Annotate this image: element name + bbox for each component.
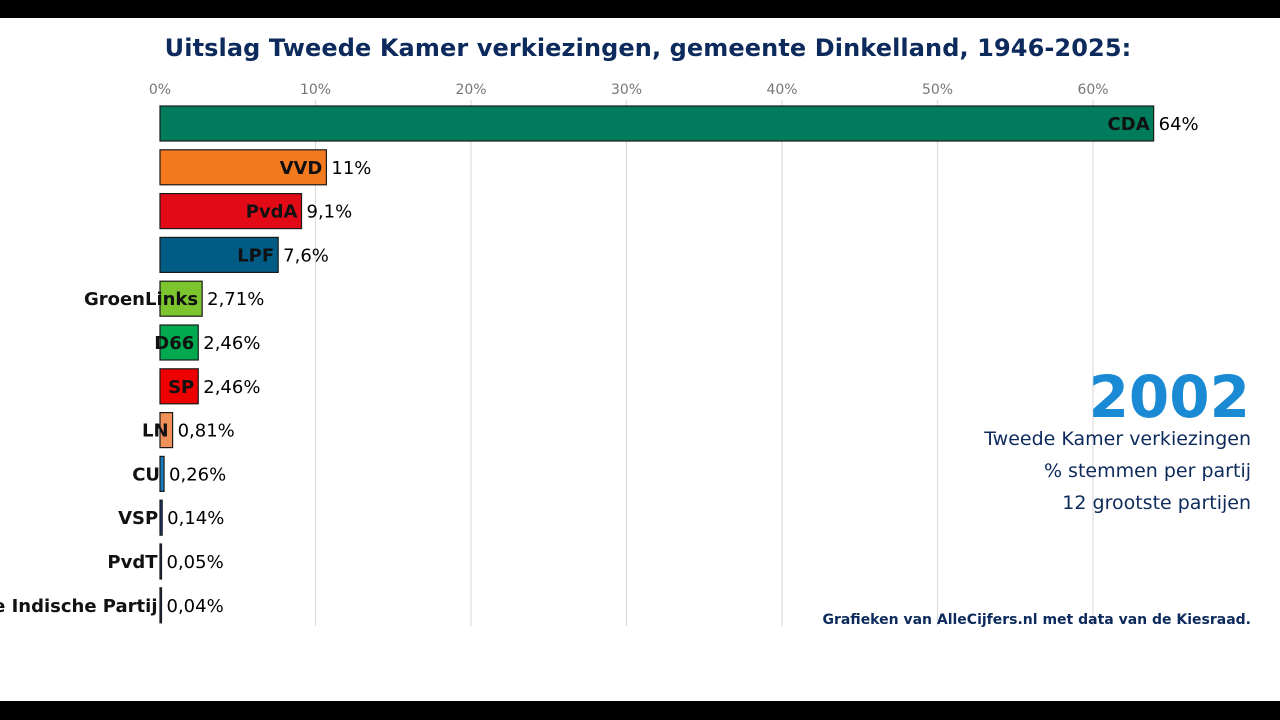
bar	[159, 543, 163, 580]
x-tick-label: 40%	[766, 82, 797, 98]
bar	[159, 236, 279, 273]
bar-category-label: D66	[154, 333, 194, 354]
bar-value-label: 7,6%	[283, 245, 329, 266]
bar-group: VSP 0,14%	[118, 499, 224, 536]
bar	[159, 105, 1155, 142]
year-label: 2002	[1088, 363, 1250, 431]
bar-group: D66 2,46%	[154, 324, 260, 361]
bar	[159, 499, 163, 536]
bar-category-label: GroenLinks	[84, 289, 198, 310]
bar-group: CU 0,26%	[132, 455, 226, 492]
bar-group: PvdA 9,1%	[159, 193, 353, 230]
bar-value-label: 2,46%	[203, 333, 260, 354]
bar-category-label: VVD	[280, 158, 323, 179]
bar-category-label: De Indische Partij	[0, 596, 158, 617]
bar	[159, 412, 174, 449]
subtitle-line-1: Tweede Kamer verkiezingen	[984, 428, 1251, 450]
subtitle-line-3: 12 grootste partijen	[1062, 492, 1251, 514]
bar-value-label: 0,81%	[178, 421, 235, 442]
letterbox-top	[0, 0, 1280, 18]
bar	[159, 368, 199, 405]
x-axis-ticks: 0% 10% 20% 30% 40% 50% 60%	[149, 82, 1109, 98]
x-tick-label: 20%	[455, 82, 486, 98]
bar	[159, 280, 203, 317]
bar-value-label: 2,46%	[203, 377, 260, 398]
bar	[159, 455, 165, 492]
bar	[159, 324, 199, 361]
bar-value-label: 11%	[331, 158, 371, 179]
bar-value-label: 0,04%	[167, 596, 224, 617]
bar-value-label: 0,05%	[167, 552, 224, 573]
bar-group: De Indische Partij 0,04%	[0, 587, 224, 624]
x-tick-label: 30%	[611, 82, 642, 98]
bar-group: CDA 64%	[159, 105, 1199, 142]
bar-category-label: CU	[132, 464, 160, 485]
bar-group: LPF 7,6%	[159, 236, 329, 273]
bar	[159, 149, 327, 186]
bar-group: GroenLinks 2,71%	[84, 280, 264, 317]
bar-value-label: 9,1%	[307, 202, 353, 223]
x-tick-label: 50%	[922, 82, 953, 98]
bar-value-label: 2,71%	[207, 289, 264, 310]
bar-category-label: VSP	[118, 508, 158, 529]
bar-value-label: 0,14%	[167, 508, 224, 529]
source-note: Grafieken van AlleCijfers.nl met data va…	[822, 612, 1251, 628]
bar-category-label: PvdA	[246, 202, 298, 223]
gridlines	[314, 100, 1094, 626]
bar-category-label: SP	[168, 377, 194, 398]
bars: CDA 64% VVD 11% PvdA 9,1% LPF 7,6% GroenLinks 2,7…	[0, 105, 1199, 624]
bar-group: LN 0,81%	[142, 412, 235, 449]
bar-category-label: LPF	[237, 245, 274, 266]
bar-group: PvdT 0,05%	[107, 543, 224, 580]
bar-group: VVD 11%	[159, 149, 371, 186]
bar	[159, 587, 163, 624]
subtitle-line-2: % stemmen per partij	[1043, 460, 1251, 482]
x-tick-label: 10%	[300, 82, 331, 98]
bar-value-label: 64%	[1159, 114, 1199, 135]
bar-category-label: LN	[142, 421, 169, 442]
chart-title: Uitslag Tweede Kamer verkiezingen, gemee…	[164, 34, 1132, 62]
x-tick-label: 60%	[1077, 82, 1108, 98]
bar-category-label: CDA	[1108, 114, 1150, 135]
bar	[159, 193, 303, 230]
letterbox-bottom	[0, 701, 1280, 720]
bar-value-label: 0,26%	[169, 464, 226, 485]
x-tick-label: 0%	[149, 82, 171, 98]
bar-category-label: PvdT	[107, 552, 158, 573]
bar-group: SP 2,46%	[159, 368, 260, 405]
